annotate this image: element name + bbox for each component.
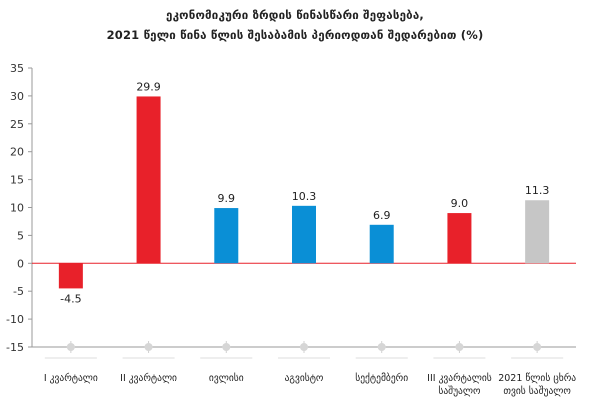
y-tick-label: 35 <box>10 62 24 75</box>
category-marker <box>222 343 231 351</box>
y-tick-label: 30 <box>10 90 24 103</box>
x-tick-label: 2021 წლის ცხრა <box>498 373 576 384</box>
bar <box>58 263 83 289</box>
y-tick-label: 0 <box>17 257 24 270</box>
data-label: 6.9 <box>373 209 391 222</box>
bar <box>136 96 161 264</box>
category-marker <box>144 343 153 351</box>
x-tick-label: II კვარტალი <box>120 373 177 384</box>
bar <box>447 213 472 264</box>
category-marker <box>533 343 542 351</box>
x-tick-label: თვის საშუალო <box>503 386 570 397</box>
x-tick-label: საშუალო <box>438 386 480 397</box>
x-tick-label: სექტემბერი <box>355 373 408 384</box>
y-tick-label: -10 <box>6 313 24 326</box>
chart-title-line-1: ეკონომიკური ზრდის წინასწარი შეფასება, <box>165 8 424 22</box>
data-label: 10.3 <box>292 190 317 203</box>
data-label: 9.0 <box>451 197 469 210</box>
y-tick-label: 10 <box>10 202 24 215</box>
x-tick-label: ივლისი <box>209 373 244 384</box>
y-tick-label: 15 <box>10 174 24 187</box>
bar <box>292 205 316 264</box>
category-marker <box>455 343 464 351</box>
chart-title-line-2: 2021 წელი წინა წლის შესაბამის პერიოდთან … <box>106 28 484 42</box>
bar <box>525 200 550 264</box>
category-marker <box>377 343 386 351</box>
y-tick-label: -5 <box>13 285 24 298</box>
x-tick-label: აგვისტო <box>285 373 324 384</box>
bar <box>214 208 239 264</box>
bar <box>369 224 394 264</box>
category-marker <box>66 343 75 351</box>
y-tick-label: 5 <box>17 229 24 242</box>
category-marker <box>300 343 308 351</box>
data-label: 11.3 <box>525 184 550 197</box>
x-tick-label: III კვარტალის <box>427 373 492 384</box>
y-tick-label: 25 <box>10 118 24 131</box>
data-label: 29.9 <box>136 80 161 93</box>
y-tick-label: 20 <box>10 146 24 159</box>
data-label: -4.5 <box>60 292 81 305</box>
data-label: 9.9 <box>218 192 236 205</box>
y-tick-label: -15 <box>6 341 24 354</box>
x-tick-label: I კვარტალი <box>44 373 98 384</box>
